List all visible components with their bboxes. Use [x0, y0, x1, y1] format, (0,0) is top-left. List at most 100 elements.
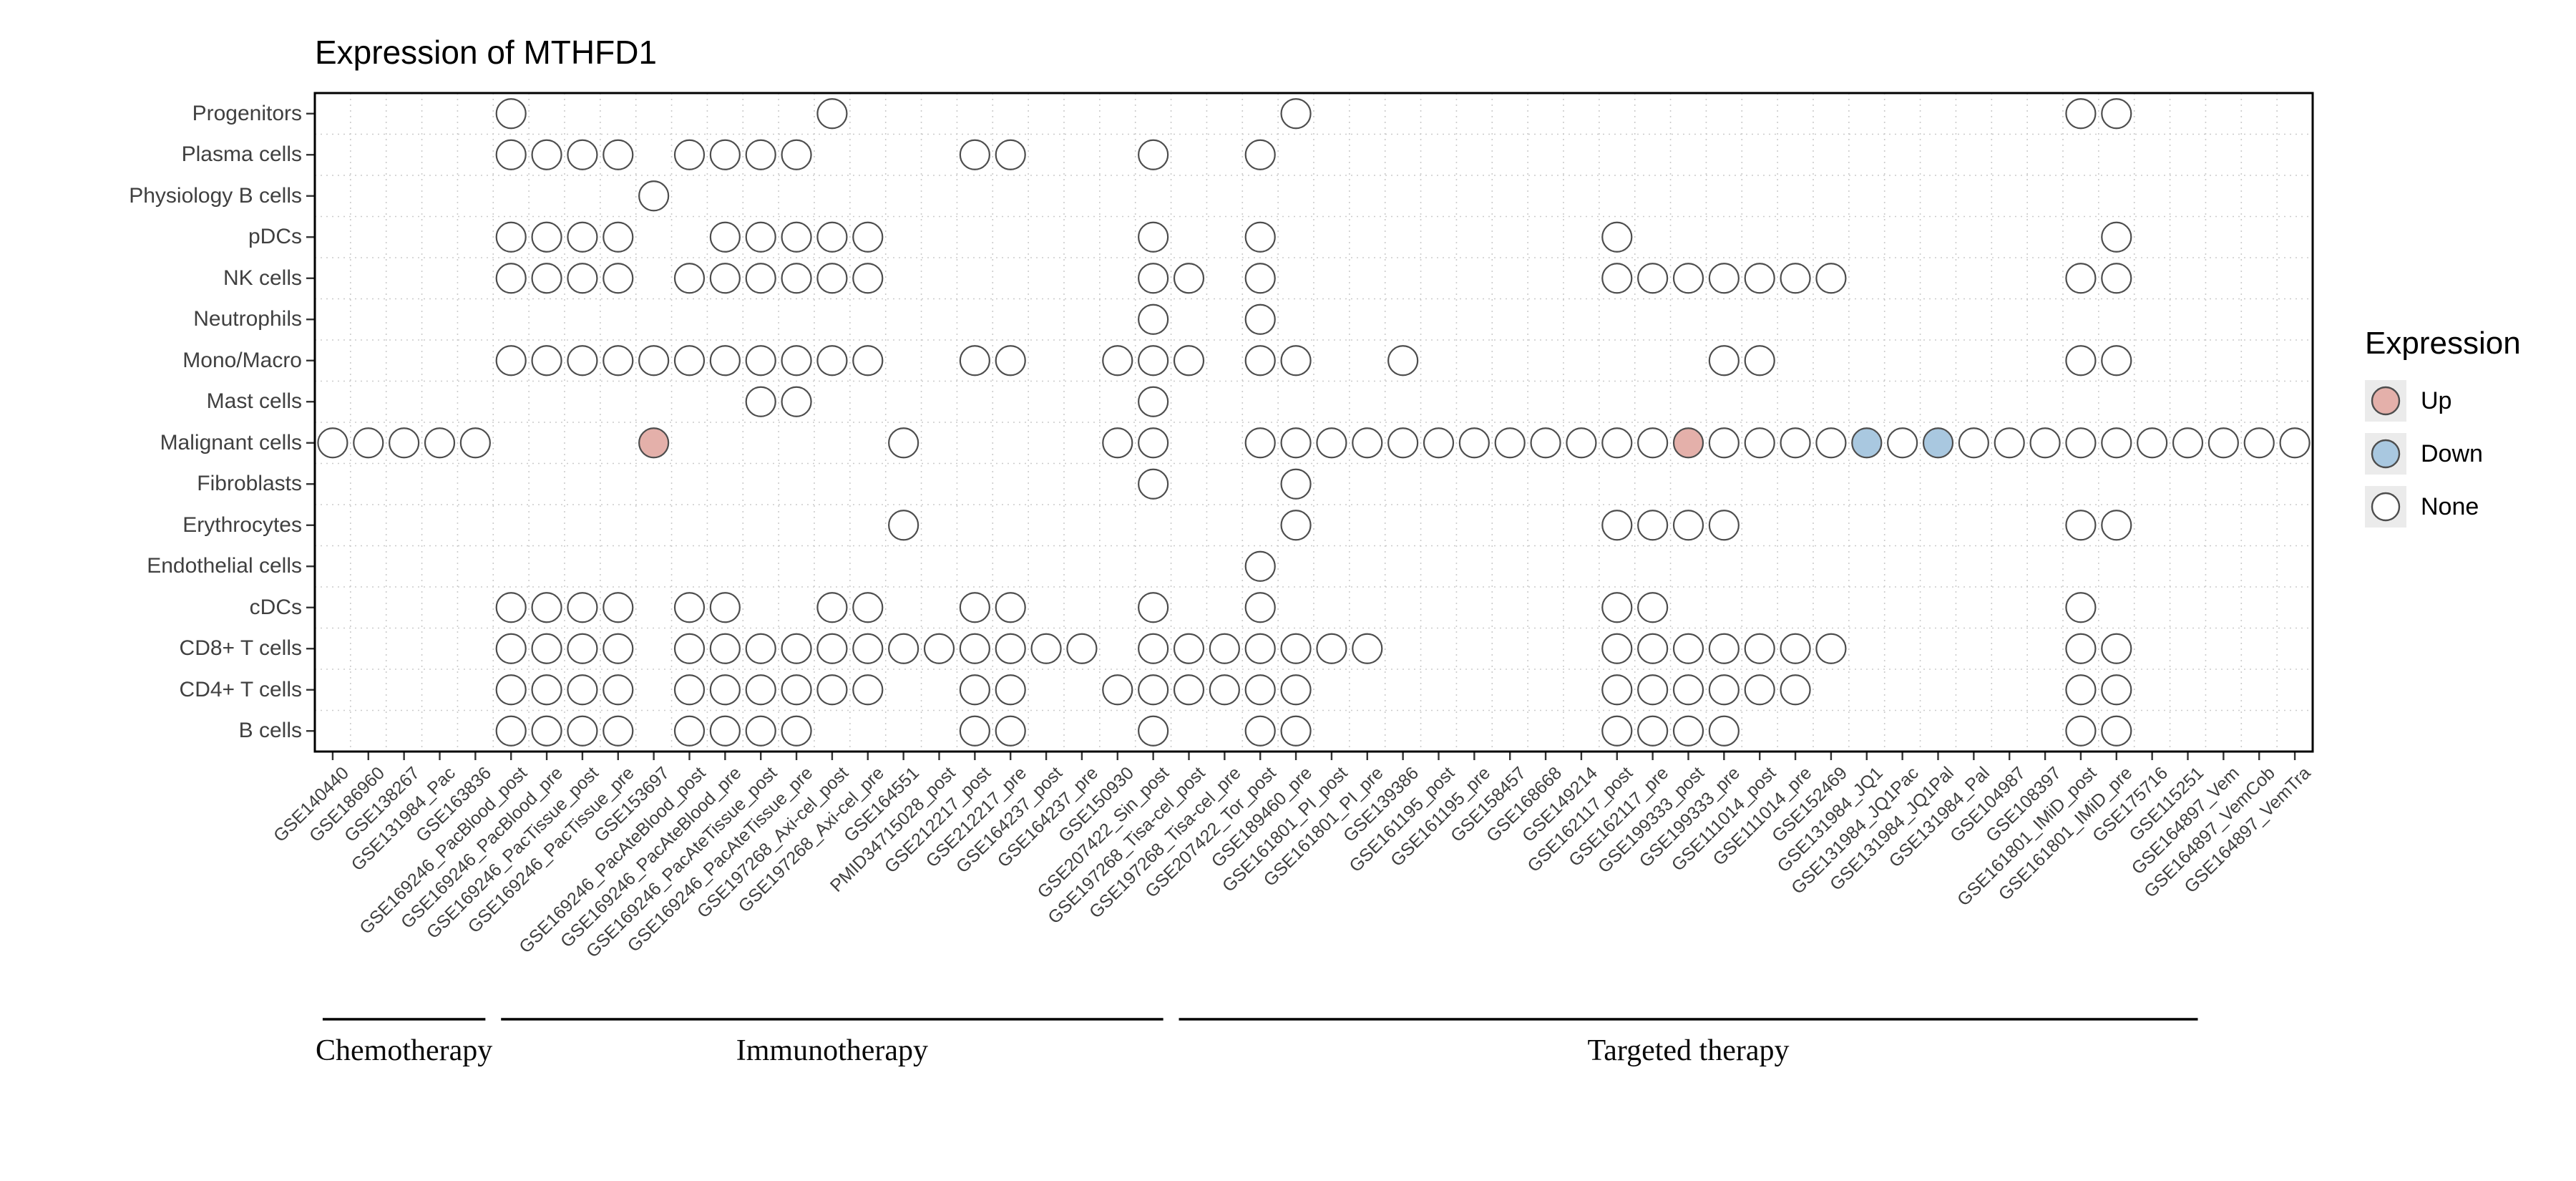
expression-dot-none	[1138, 427, 1169, 459]
expression-dot-none	[1244, 550, 1276, 582]
expression-dot-none	[673, 263, 706, 294]
expression-dot-none	[1138, 633, 1169, 664]
expression-dot-none	[531, 674, 562, 706]
expression-dot-none	[745, 345, 776, 376]
expression-dot-none	[1244, 715, 1276, 747]
expression-dot-none	[995, 592, 1026, 623]
expression-dot-none	[495, 263, 527, 294]
expression-dot-none	[673, 633, 706, 664]
expression-dot-none	[602, 345, 634, 376]
expression-dot-none	[1280, 427, 1312, 459]
expression-dot-none	[1244, 674, 1276, 706]
expression-dot-none	[1244, 427, 1276, 459]
y-axis-label: pDCs	[248, 225, 302, 249]
expression-dot-none	[781, 715, 812, 747]
expression-dot-none	[2243, 427, 2275, 459]
expression-dot-none	[1102, 427, 1133, 459]
expression-dot-none	[2279, 427, 2311, 459]
expression-dot-none	[1280, 510, 1312, 541]
expression-dot-none	[1708, 633, 1740, 664]
expression-dot-none	[1887, 427, 1918, 459]
expression-dot-none	[673, 592, 706, 623]
expression-dot-none	[567, 345, 598, 376]
expression-dot-none	[709, 674, 741, 706]
expression-dot-none	[1708, 715, 1740, 747]
chart-title: Expression of MTHFD1	[315, 34, 658, 71]
expression-dot-none	[1209, 633, 1240, 664]
expression-dot-up	[1672, 427, 1704, 459]
expression-dot-none	[959, 633, 990, 664]
expression-dot-none	[602, 263, 634, 294]
y-axis-label: Physiology B cells	[129, 183, 302, 208]
expression-dot-none	[995, 674, 1026, 706]
expression-dot-none	[1138, 303, 1169, 335]
expression-dot-none	[2101, 263, 2132, 294]
up-dot-icon	[2365, 380, 2406, 422]
expression-dot-none	[602, 674, 634, 706]
legend-item-down: Down	[2365, 433, 2521, 475]
expression-dot-none	[531, 263, 562, 294]
expression-dot-none	[1244, 221, 1276, 253]
expression-dot-none	[1637, 674, 1669, 706]
expression-dot-none	[745, 674, 776, 706]
expression-dot-none	[959, 674, 990, 706]
y-axis-label: Mast cells	[206, 389, 302, 414]
expression-dot-none	[1601, 674, 1633, 706]
expression-dot-none	[1209, 674, 1240, 706]
expression-dot-none	[673, 139, 706, 170]
expression-dot-none	[1708, 510, 1740, 541]
expression-dot-none	[1244, 263, 1276, 294]
expression-dot-none	[1102, 345, 1133, 376]
expression-dot-none	[745, 221, 776, 253]
expression-dot-none	[567, 263, 598, 294]
expression-dot-none	[567, 715, 598, 747]
legend-key-circle	[2371, 439, 2401, 469]
expression-dot-none	[495, 715, 527, 747]
expression-dot-none	[709, 263, 741, 294]
expression-dot-none	[2101, 345, 2132, 376]
expression-dot-none	[389, 427, 420, 459]
expression-dot-none	[1244, 633, 1276, 664]
plot-border	[313, 92, 2314, 753]
expression-dot-none	[495, 633, 527, 664]
expression-dot-none	[495, 98, 527, 130]
expression-dot-none	[567, 221, 598, 253]
expression-dot-none	[1708, 345, 1740, 376]
expression-dot-none	[1244, 139, 1276, 170]
expression-dot-none	[1601, 715, 1633, 747]
expression-dot-none	[638, 345, 670, 376]
expression-dot-none	[816, 98, 848, 130]
expression-dot-none	[959, 592, 990, 623]
expression-dot-none	[1637, 427, 1669, 459]
expression-dot-none	[1138, 674, 1169, 706]
expression-dot-none	[531, 633, 562, 664]
expression-dot-none	[959, 715, 990, 747]
expression-dot-none	[1244, 345, 1276, 376]
y-axis-label: Erythrocytes	[182, 512, 302, 537]
legend-key-circle	[2371, 492, 2401, 522]
expression-dot-none	[1280, 674, 1312, 706]
expression-dot-none	[1530, 427, 1561, 459]
expression-dot-none	[1280, 715, 1312, 747]
expression-dot-none	[995, 715, 1026, 747]
expression-dot-none	[602, 592, 634, 623]
expression-dot-none	[2207, 427, 2239, 459]
expression-dot-none	[1280, 345, 1312, 376]
expression-dot-none	[602, 633, 634, 664]
expression-dot-none	[602, 221, 634, 253]
expression-dot-none	[495, 139, 527, 170]
expression-dot-none	[1352, 633, 1383, 664]
legend-item-up: Up	[2365, 380, 2521, 422]
expression-dot-none	[959, 345, 990, 376]
y-axis-label: NK cells	[223, 266, 302, 290]
expression-dot-none	[2172, 427, 2204, 459]
expression-dot-down	[1922, 427, 1954, 459]
expression-dot-none	[1316, 427, 1347, 459]
expression-dot-none	[1173, 263, 1205, 294]
expression-legend: Expression Up Down None	[2365, 326, 2521, 528]
expression-dot-none	[1637, 633, 1669, 664]
expression-dot-none	[1387, 427, 1419, 459]
expression-dot-none	[1815, 263, 1847, 294]
